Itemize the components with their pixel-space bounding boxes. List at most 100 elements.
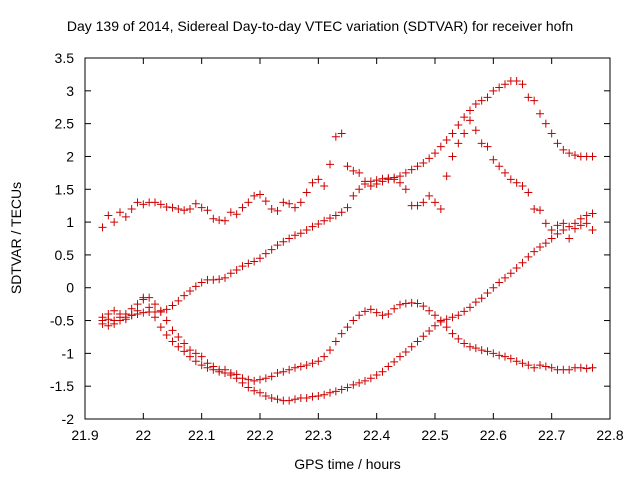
- y-tick-label: 2: [66, 148, 74, 164]
- data-point: [442, 136, 451, 145]
- data-point: [518, 181, 527, 190]
- data-point: [98, 313, 107, 322]
- data-point: [209, 275, 218, 284]
- data-point: [471, 99, 480, 108]
- x-tick-label: 21.9: [71, 427, 98, 443]
- data-point: [250, 376, 259, 385]
- data-point: [343, 323, 352, 332]
- data-point: [273, 241, 282, 250]
- y-tick-label: 1: [66, 214, 74, 230]
- data-point: [320, 352, 329, 361]
- data-point: [349, 191, 358, 200]
- data-point: [355, 311, 364, 320]
- data-point: [530, 204, 539, 213]
- data-point: [384, 309, 393, 318]
- data-point: [215, 216, 224, 225]
- data-point: [466, 106, 474, 115]
- data-point: [559, 145, 568, 154]
- data-point: [133, 300, 142, 309]
- data-point: [378, 367, 387, 376]
- data-point: [296, 198, 305, 207]
- data-point: [337, 329, 346, 338]
- data-point: [460, 113, 469, 122]
- data-point: [285, 396, 294, 405]
- data-point: [483, 93, 492, 102]
- data-point: [314, 175, 323, 184]
- data-point: [156, 308, 165, 317]
- data-point: [489, 86, 498, 95]
- data-point: [326, 160, 334, 169]
- x-tick-label: 22.4: [363, 427, 390, 443]
- data-point: [215, 275, 224, 284]
- y-axis-label: SDTVAR / TECUs: [8, 181, 24, 295]
- data-point: [366, 374, 375, 383]
- data-point: [489, 283, 498, 292]
- data-point: [518, 359, 527, 368]
- data-point: [326, 214, 334, 223]
- data-point: [302, 393, 311, 402]
- data-point: [116, 313, 124, 322]
- data-point: [431, 198, 439, 207]
- data-point: [401, 348, 410, 357]
- x-tick-label: 22.8: [596, 427, 623, 443]
- data-point: [151, 313, 159, 322]
- data-point: [244, 375, 253, 384]
- data-point: [355, 168, 364, 177]
- data-point: [174, 332, 183, 341]
- data-point: [390, 357, 399, 366]
- data-point: [495, 83, 504, 92]
- data-point: [372, 371, 381, 380]
- data-point: [250, 257, 259, 266]
- data-point: [541, 239, 550, 248]
- data-point: [413, 299, 422, 308]
- data-point: [547, 129, 556, 138]
- data-point: [378, 177, 387, 186]
- data-point: [541, 219, 550, 228]
- data-point: [104, 211, 113, 220]
- data-point: [197, 203, 206, 212]
- data-point: [291, 203, 299, 212]
- data-point: [314, 392, 323, 401]
- data-point: [151, 198, 159, 207]
- y-tick-label: -2: [62, 411, 75, 427]
- data-point: [279, 367, 288, 376]
- data-point: [407, 165, 416, 174]
- data-point: [378, 311, 387, 320]
- data-point: [588, 363, 597, 372]
- data-point: [244, 259, 253, 268]
- data-point: [390, 175, 399, 184]
- data-point: [197, 352, 206, 361]
- data-point: [110, 316, 119, 325]
- data-point: [197, 278, 206, 287]
- y-tick-label: -0.5: [50, 313, 74, 329]
- data-point: [343, 203, 352, 212]
- data-point: [582, 219, 591, 228]
- data-point: [291, 395, 299, 404]
- data-point: [215, 367, 224, 376]
- data-point: [530, 363, 539, 372]
- x-tick-label: 22.3: [305, 427, 332, 443]
- data-point: [291, 231, 299, 240]
- data-point: [588, 225, 597, 234]
- data-point: [483, 288, 492, 297]
- data-point: [489, 349, 498, 358]
- data-point: [506, 175, 515, 184]
- data-point: [203, 363, 212, 372]
- data-point: [186, 287, 194, 296]
- data-point: [151, 300, 159, 309]
- data-point: [221, 369, 229, 378]
- data-point: [273, 206, 282, 215]
- data-point: [285, 199, 294, 208]
- series-satellite-4: [98, 116, 597, 243]
- data-point: [296, 229, 305, 238]
- data-point: [501, 352, 509, 361]
- data-point: [576, 363, 585, 372]
- data-point: [477, 346, 486, 355]
- data-point: [495, 351, 504, 360]
- y-tick-label: -1: [62, 345, 75, 361]
- data-point: [209, 214, 218, 223]
- data-point: [261, 249, 270, 258]
- data-point: [530, 96, 539, 105]
- data-point: [285, 234, 294, 243]
